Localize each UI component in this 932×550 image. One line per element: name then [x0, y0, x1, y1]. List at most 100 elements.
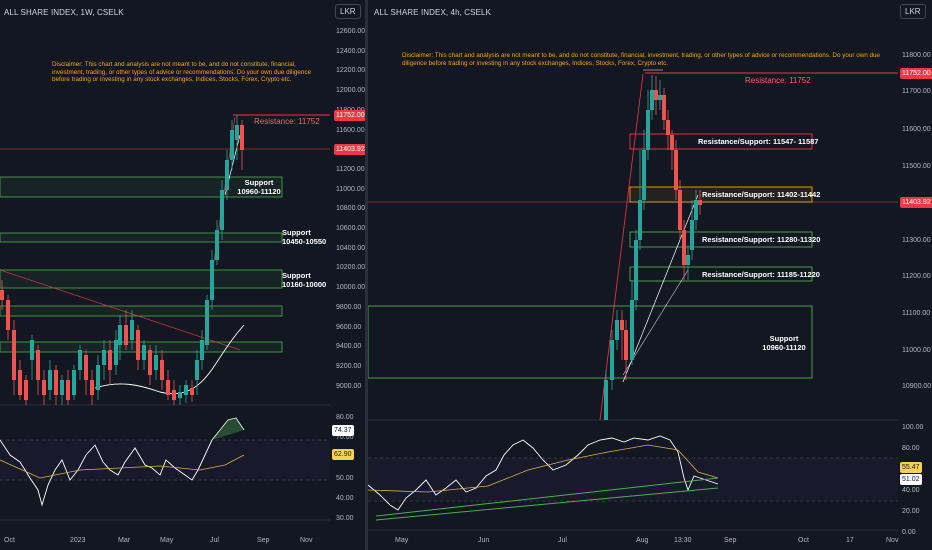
- zone-11547-11587: [629, 133, 813, 150]
- candle-body: [662, 95, 666, 120]
- zone-11280-11320: [629, 231, 813, 248]
- candle-body: [240, 125, 244, 150]
- disclaimer-text: Disclaimer: This chart and analysis are …: [402, 52, 880, 67]
- downtrend-line: [0, 269, 241, 351]
- candle-body: [698, 200, 702, 205]
- chart-title: ALL SHARE INDEX, 1W, CSELK: [4, 8, 124, 17]
- rsi-ma-tag: 51.02: [900, 474, 922, 485]
- rsi-ma-line: [0, 454, 245, 479]
- rsi-axis-label: 100.00: [902, 424, 924, 431]
- candle-body: [210, 260, 214, 300]
- price-axis-label: 12000.00: [336, 87, 365, 95]
- pane-divider[interactable]: [365, 0, 368, 550]
- rsi-trendline-1: [375, 477, 719, 517]
- time-axis-label: 13:30: [674, 537, 692, 544]
- candle-body: [48, 370, 52, 390]
- candle-body: [604, 380, 608, 420]
- candle-body: [136, 330, 140, 360]
- rsi-axis-label: 70.00: [336, 434, 354, 442]
- candle-body: [166, 380, 170, 395]
- time-axis-label: Jul: [210, 537, 219, 544]
- price-axis-label: 9800.00: [336, 303, 362, 311]
- rsi-ma-line: [368, 444, 719, 493]
- candle-body: [6, 300, 10, 330]
- candle-body: [630, 300, 634, 360]
- chart-title: ALL SHARE INDEX, 4h, CSELK: [374, 8, 492, 17]
- rsi-axis-label: 50.00: [336, 474, 354, 482]
- candle-body: [72, 370, 76, 395]
- candle-body: [178, 392, 182, 398]
- candle-body: [0, 290, 4, 300]
- candle-body: [658, 95, 662, 100]
- candle-body: [78, 350, 82, 370]
- rsi-trendline-2: [375, 487, 719, 521]
- zone-label-1: Support 10960-11120: [237, 178, 281, 196]
- time-axis-label: Oct: [798, 537, 809, 544]
- price-axis-label: 11200.00: [336, 165, 365, 173]
- candle-body: [130, 320, 134, 340]
- candle-body: [678, 190, 682, 230]
- weekly-chart-canvas[interactable]: [0, 0, 365, 550]
- time-axis-label: Aug: [636, 537, 649, 544]
- candle-body: [610, 340, 614, 380]
- candle-body: [646, 110, 650, 150]
- 4h-chart-canvas[interactable]: [368, 0, 932, 550]
- candle-body: [96, 365, 100, 390]
- disclaimer-text: Disclaimer: This chart and analysis are …: [52, 61, 312, 84]
- rsi-value-tag: 55.47: [900, 462, 922, 473]
- price-axis-label: 11700.00: [902, 88, 931, 95]
- price-axis-label: 11100.00: [902, 310, 931, 317]
- candle-body: [142, 345, 146, 360]
- weekly-chart-pane[interactable]: ALL SHARE INDEX, 1W, CSELK LKR Disclaime…: [0, 0, 365, 550]
- rsi-axis-label: 40.00: [336, 494, 354, 502]
- candle-body: [195, 360, 199, 380]
- price-axis-label: 10600.00: [336, 225, 365, 232]
- candle-body: [205, 300, 209, 345]
- candle-body: [154, 355, 158, 370]
- rsi-ma-tag: 62.90: [332, 449, 354, 460]
- 4h-chart-pane[interactable]: ALL SHARE INDEX, 4h, CSELK LKR Disclaime…: [368, 0, 932, 550]
- price-axis-label: 11600.00: [902, 126, 931, 133]
- candle-body: [682, 230, 686, 265]
- price-axis-label: 10400.00: [336, 244, 365, 252]
- candle-body: [215, 230, 219, 260]
- current-price-tag: 11403.92: [334, 144, 365, 155]
- currency-button[interactable]: LKR: [900, 4, 926, 19]
- candle-body: [200, 340, 204, 360]
- resistance-price-tag: 11752.00: [900, 68, 932, 79]
- candle-body: [690, 220, 694, 250]
- zone-9400: [0, 341, 283, 353]
- rsi-axis-label: 30.00: [336, 515, 354, 522]
- resistance-label: Resistance: 11752: [254, 117, 320, 126]
- candle-body: [638, 200, 642, 240]
- zone-label-11402: Resistance/Support: 11402-11442: [702, 190, 821, 199]
- price-axis-label: 11800.00: [902, 52, 931, 59]
- candle-body: [66, 380, 70, 400]
- time-axis-label: Oct: [4, 537, 15, 544]
- candle-body: [60, 380, 64, 395]
- price-axis-label: 10200.00: [336, 264, 365, 272]
- support-zone-10960-11120: [368, 305, 813, 379]
- candle-body: [124, 325, 128, 345]
- candle-body: [615, 320, 619, 340]
- candle-body: [84, 355, 88, 380]
- price-axis-label: 9000.00: [336, 382, 362, 390]
- rsi-line: [368, 435, 719, 511]
- rsi-axis-label: 40.00: [902, 487, 920, 494]
- candle-body: [694, 200, 698, 220]
- candle-body: [18, 370, 22, 395]
- candle-body: [190, 388, 194, 395]
- price-axis-label: 11000.00: [902, 347, 931, 354]
- price-axis-label: 11200.00: [902, 273, 931, 280]
- price-axis-label: 9400.00: [336, 343, 362, 351]
- currency-button[interactable]: LKR: [335, 4, 361, 19]
- candle-body: [148, 350, 152, 375]
- rsi-axis-label: 80.00: [336, 414, 354, 421]
- price-axis-label: 10000.00: [336, 284, 365, 292]
- zone-label-3: Support 10160-10000: [282, 271, 327, 289]
- time-axis-label: Sep: [724, 537, 737, 544]
- candle-body: [220, 190, 224, 230]
- time-axis-label: Sep: [257, 537, 270, 544]
- candle-body: [118, 325, 122, 345]
- price-axis-label: 12400.00: [336, 47, 365, 55]
